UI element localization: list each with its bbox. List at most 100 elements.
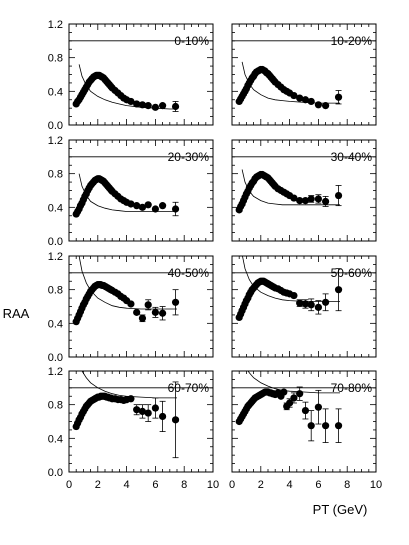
data-point [159, 412, 167, 421]
x-tick-label: 4 [287, 479, 293, 491]
data-point [296, 94, 304, 102]
data-point [296, 390, 304, 398]
data-point [290, 291, 298, 300]
y-axis-title: RAA [3, 306, 30, 321]
y-tick-label: 0.0 [48, 236, 63, 248]
model-curve [81, 371, 177, 399]
y-tick-label: 1.2 [48, 135, 63, 147]
panel-label: 20-30% [168, 150, 210, 164]
y-tick-label: 0.0 [48, 352, 63, 364]
data-point [144, 301, 152, 309]
data-point [322, 102, 330, 110]
panel-50-60%: 50-60% [231, 255, 377, 358]
data-point [322, 197, 330, 206]
panel-label: 10-20% [331, 34, 373, 48]
data-point [151, 404, 159, 412]
data-point [171, 102, 180, 111]
panel-20-30%: 0.0 0.4 0.8 1.2 20-30% [48, 135, 214, 248]
data-point [307, 195, 315, 203]
data-point [159, 102, 167, 110]
panel-30-40%: 30-40% [231, 139, 377, 242]
data-point [307, 422, 315, 430]
data-point [314, 403, 322, 411]
x-tick-label: 10 [370, 479, 382, 491]
data-point [138, 407, 147, 415]
data-point [127, 97, 135, 106]
data-point [322, 298, 330, 306]
panel-label: 40-50% [168, 266, 210, 280]
y-tick-label: 0.8 [48, 285, 63, 297]
panel-label: 70-80% [331, 381, 373, 395]
data-point [151, 103, 159, 111]
data-point [280, 388, 288, 396]
y-tick-label: 1.2 [48, 19, 63, 31]
y-tick-label: 0.8 [48, 400, 63, 412]
y-tick-label: 1.2 [48, 366, 63, 378]
panel-60-70%: 0.0 0.4 0.8 1.2 0 2 4 6 8 10 60-70% [48, 366, 219, 491]
data-point [301, 406, 310, 415]
data-point [334, 286, 343, 294]
panel-label: 60-70% [168, 381, 210, 395]
data-point [286, 399, 294, 407]
data-point [159, 202, 167, 210]
y-tick-label: 1.2 [48, 251, 63, 263]
x-tick-label: 6 [315, 479, 321, 491]
x-tick-label: 2 [258, 479, 264, 491]
y-tick-label: 0.4 [48, 318, 63, 330]
data-point [159, 309, 167, 317]
y-tick-label: 0.0 [48, 120, 63, 132]
panel-40-50%: 0.0 0.4 0.8 1.2 40-50% [48, 251, 214, 364]
x-tick-label: 6 [152, 479, 158, 491]
panel-grid: 0.0 0.4 0.8 1.2 0-10% 10-20% 0.0 0.4 0.8 1.2 20-30… [48, 19, 382, 491]
data-point [133, 406, 141, 414]
data-point [290, 194, 298, 202]
data-point [314, 303, 322, 311]
panel-10-20%: 10-20% [231, 23, 377, 126]
x-axis-title: PT (GeV) [313, 502, 368, 517]
data-point [296, 197, 304, 205]
x-tick-label: 2 [95, 479, 101, 491]
data-point [171, 298, 180, 306]
data-point [144, 102, 152, 110]
y-tick-label: 0.8 [48, 169, 63, 181]
data-point [334, 191, 343, 200]
data-point [301, 197, 310, 205]
data-point [138, 203, 147, 211]
data-point [151, 205, 159, 213]
data-point [290, 394, 298, 402]
y-tick-label: 0.8 [48, 53, 63, 65]
data-point [144, 409, 152, 417]
data-point [127, 200, 135, 208]
y-tick-label: 0.4 [48, 433, 63, 445]
x-tick-label: 0 [229, 479, 235, 491]
data-point [171, 205, 180, 213]
panel-label: 0-10% [174, 34, 209, 48]
data-point [127, 395, 135, 403]
x-tick-label: 8 [181, 479, 187, 491]
data-point [133, 100, 141, 108]
x-tick-label: 4 [124, 479, 130, 491]
data-point [314, 101, 322, 109]
panel-label: 30-40% [331, 150, 373, 164]
data-point [290, 91, 298, 100]
y-tick-label: 0.4 [48, 202, 63, 214]
data-point [144, 201, 152, 209]
data-point [138, 101, 147, 109]
x-tick-label: 8 [344, 479, 350, 491]
x-tick-label: 10 [207, 479, 219, 491]
data-point [133, 308, 141, 316]
panel-0-10%: 0.0 0.4 0.8 1.2 0-10% [48, 19, 214, 132]
y-tick-label: 0.4 [48, 86, 63, 98]
data-point [296, 299, 304, 307]
data-point [133, 202, 141, 210]
panel-label: 50-60% [331, 266, 373, 280]
data-point [151, 308, 159, 316]
data-point [307, 301, 315, 309]
y-tick-label: 0.0 [48, 467, 63, 479]
data-point [127, 300, 135, 308]
x-tick-label: 0 [66, 479, 72, 491]
data-point [301, 96, 310, 104]
panel-70-80%: 0 2 4 6 8 10 70-80% [229, 370, 382, 491]
data-point [334, 422, 343, 430]
